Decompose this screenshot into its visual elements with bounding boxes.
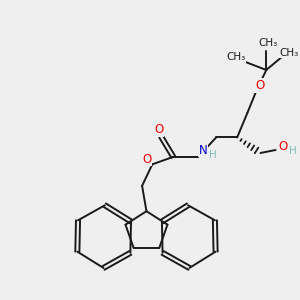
Text: O: O: [154, 124, 163, 136]
Text: O: O: [279, 140, 288, 153]
Text: N: N: [199, 144, 208, 157]
Text: CH₃: CH₃: [279, 48, 299, 58]
Text: O: O: [142, 153, 152, 166]
Text: H: H: [289, 146, 297, 156]
Text: H: H: [209, 150, 217, 161]
Text: CH₃: CH₃: [258, 38, 278, 48]
Text: CH₃: CH₃: [226, 52, 245, 62]
Text: O: O: [255, 79, 264, 92]
